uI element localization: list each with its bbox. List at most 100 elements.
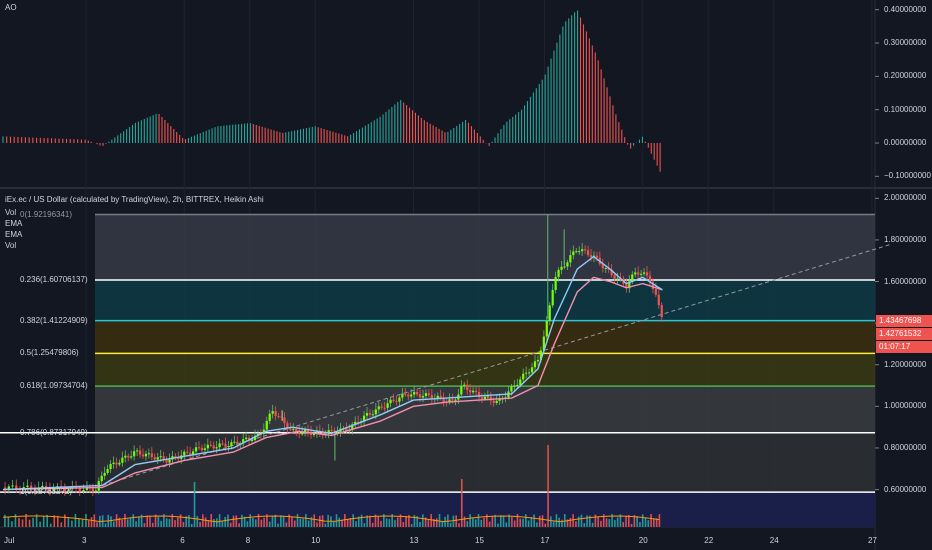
volume-bar [316,522,318,527]
candle-body [206,444,209,449]
volume-bar [614,520,616,527]
volume-bar [658,514,661,527]
candle-body [26,485,29,488]
candle-body [430,395,433,399]
x-tick-label: Jul [4,536,15,545]
volume-bar [196,516,199,527]
candle-body [642,272,646,274]
volume-bar [346,519,349,527]
last-price-tag: 1.43467698 [876,315,932,327]
volume-bar [188,515,190,527]
volume-bar [268,521,271,527]
volume-bar [190,523,193,527]
volume-bar [608,519,611,527]
volume-bar [291,517,293,527]
close-price-tag: 1.42761532 [876,328,932,340]
volume-bar [28,519,31,527]
indicator-ema-label[interactable]: EMA [5,219,23,228]
indicator-vol-label[interactable]: Vol [5,208,17,217]
volume-bar [64,514,66,527]
volume-bar [650,514,652,527]
candle-body [209,444,212,446]
volume-bar [213,519,215,527]
volume-bar [416,516,419,527]
volume-bar [483,517,485,527]
volume-bar [257,514,260,527]
volume-bar [149,515,151,527]
candle-body [548,305,551,321]
volume-bar [547,445,549,527]
candle-body [474,390,478,392]
volume-bar [533,514,535,527]
volume-bar [302,518,304,527]
candle-body [613,275,616,280]
candle-body [448,399,451,402]
candle-body [589,255,593,258]
volume-bar [87,520,90,527]
candle-body [637,272,640,275]
x-tick-label: 10 [311,536,321,545]
volume-bar [25,514,27,527]
volume-bar [511,517,513,527]
candle-body [383,407,386,409]
volume-bar [633,515,636,527]
candle-body [389,399,392,404]
fib-level-label: 0.786(0.87317949) [20,427,88,437]
volume-bar [60,522,63,527]
candle-body [404,393,407,395]
volume-bar [427,520,430,527]
candle-body [212,445,215,449]
x-tick-label: 15 [475,536,484,545]
candle-body [218,443,221,448]
volume-bar [441,520,444,527]
volume-bar [282,515,285,527]
volume-bar [115,514,118,527]
candle-body [530,367,534,373]
candle-body [651,281,655,289]
volume-bar [430,514,432,527]
volume-bar [583,523,586,527]
volume-bar [118,517,121,527]
volume-bar [380,520,382,527]
indicator-vol-label[interactable]: Vol [5,241,17,250]
x-tick-label: 13 [409,536,419,545]
volume-bar [527,520,530,527]
volume-bar [486,514,488,527]
volume-bar [572,514,574,527]
candle-body [519,379,522,385]
volume-bar [310,517,313,527]
ao-y-tick-label: 0.30000000 [884,38,927,47]
volume-bar [374,514,377,527]
price-y-tick-label: 1.60000000 [884,276,927,286]
volume-bar [600,520,602,527]
volume-bar [202,514,204,527]
volume-bar [280,515,282,527]
volume-bar [363,523,366,527]
indicator-ema-label[interactable]: EMA [5,230,23,239]
price-y-tick-label: 2.00000000 [884,193,927,203]
volume-bar [338,517,341,527]
volume-bar [305,514,307,527]
candle-body [648,275,652,282]
candle-body [82,489,85,492]
candle-body [483,396,486,400]
volume-bar [569,518,572,527]
volume-bar [550,516,552,527]
volume-bar [472,518,474,527]
volume-bar [263,517,265,527]
candle-body [133,451,136,457]
volume-bar [74,514,77,527]
candle-body [303,429,307,433]
ema-slow-line [2,276,663,491]
candle-body [11,485,14,487]
candle-body [306,429,310,432]
volume-bar [419,522,421,527]
volume-bar [243,516,246,527]
candle-body [595,255,598,258]
volume-bar [410,523,413,527]
volume-bar [602,514,605,527]
volume-bar [385,518,388,527]
trend-line [102,243,892,486]
x-tick-label: 22 [704,536,714,545]
